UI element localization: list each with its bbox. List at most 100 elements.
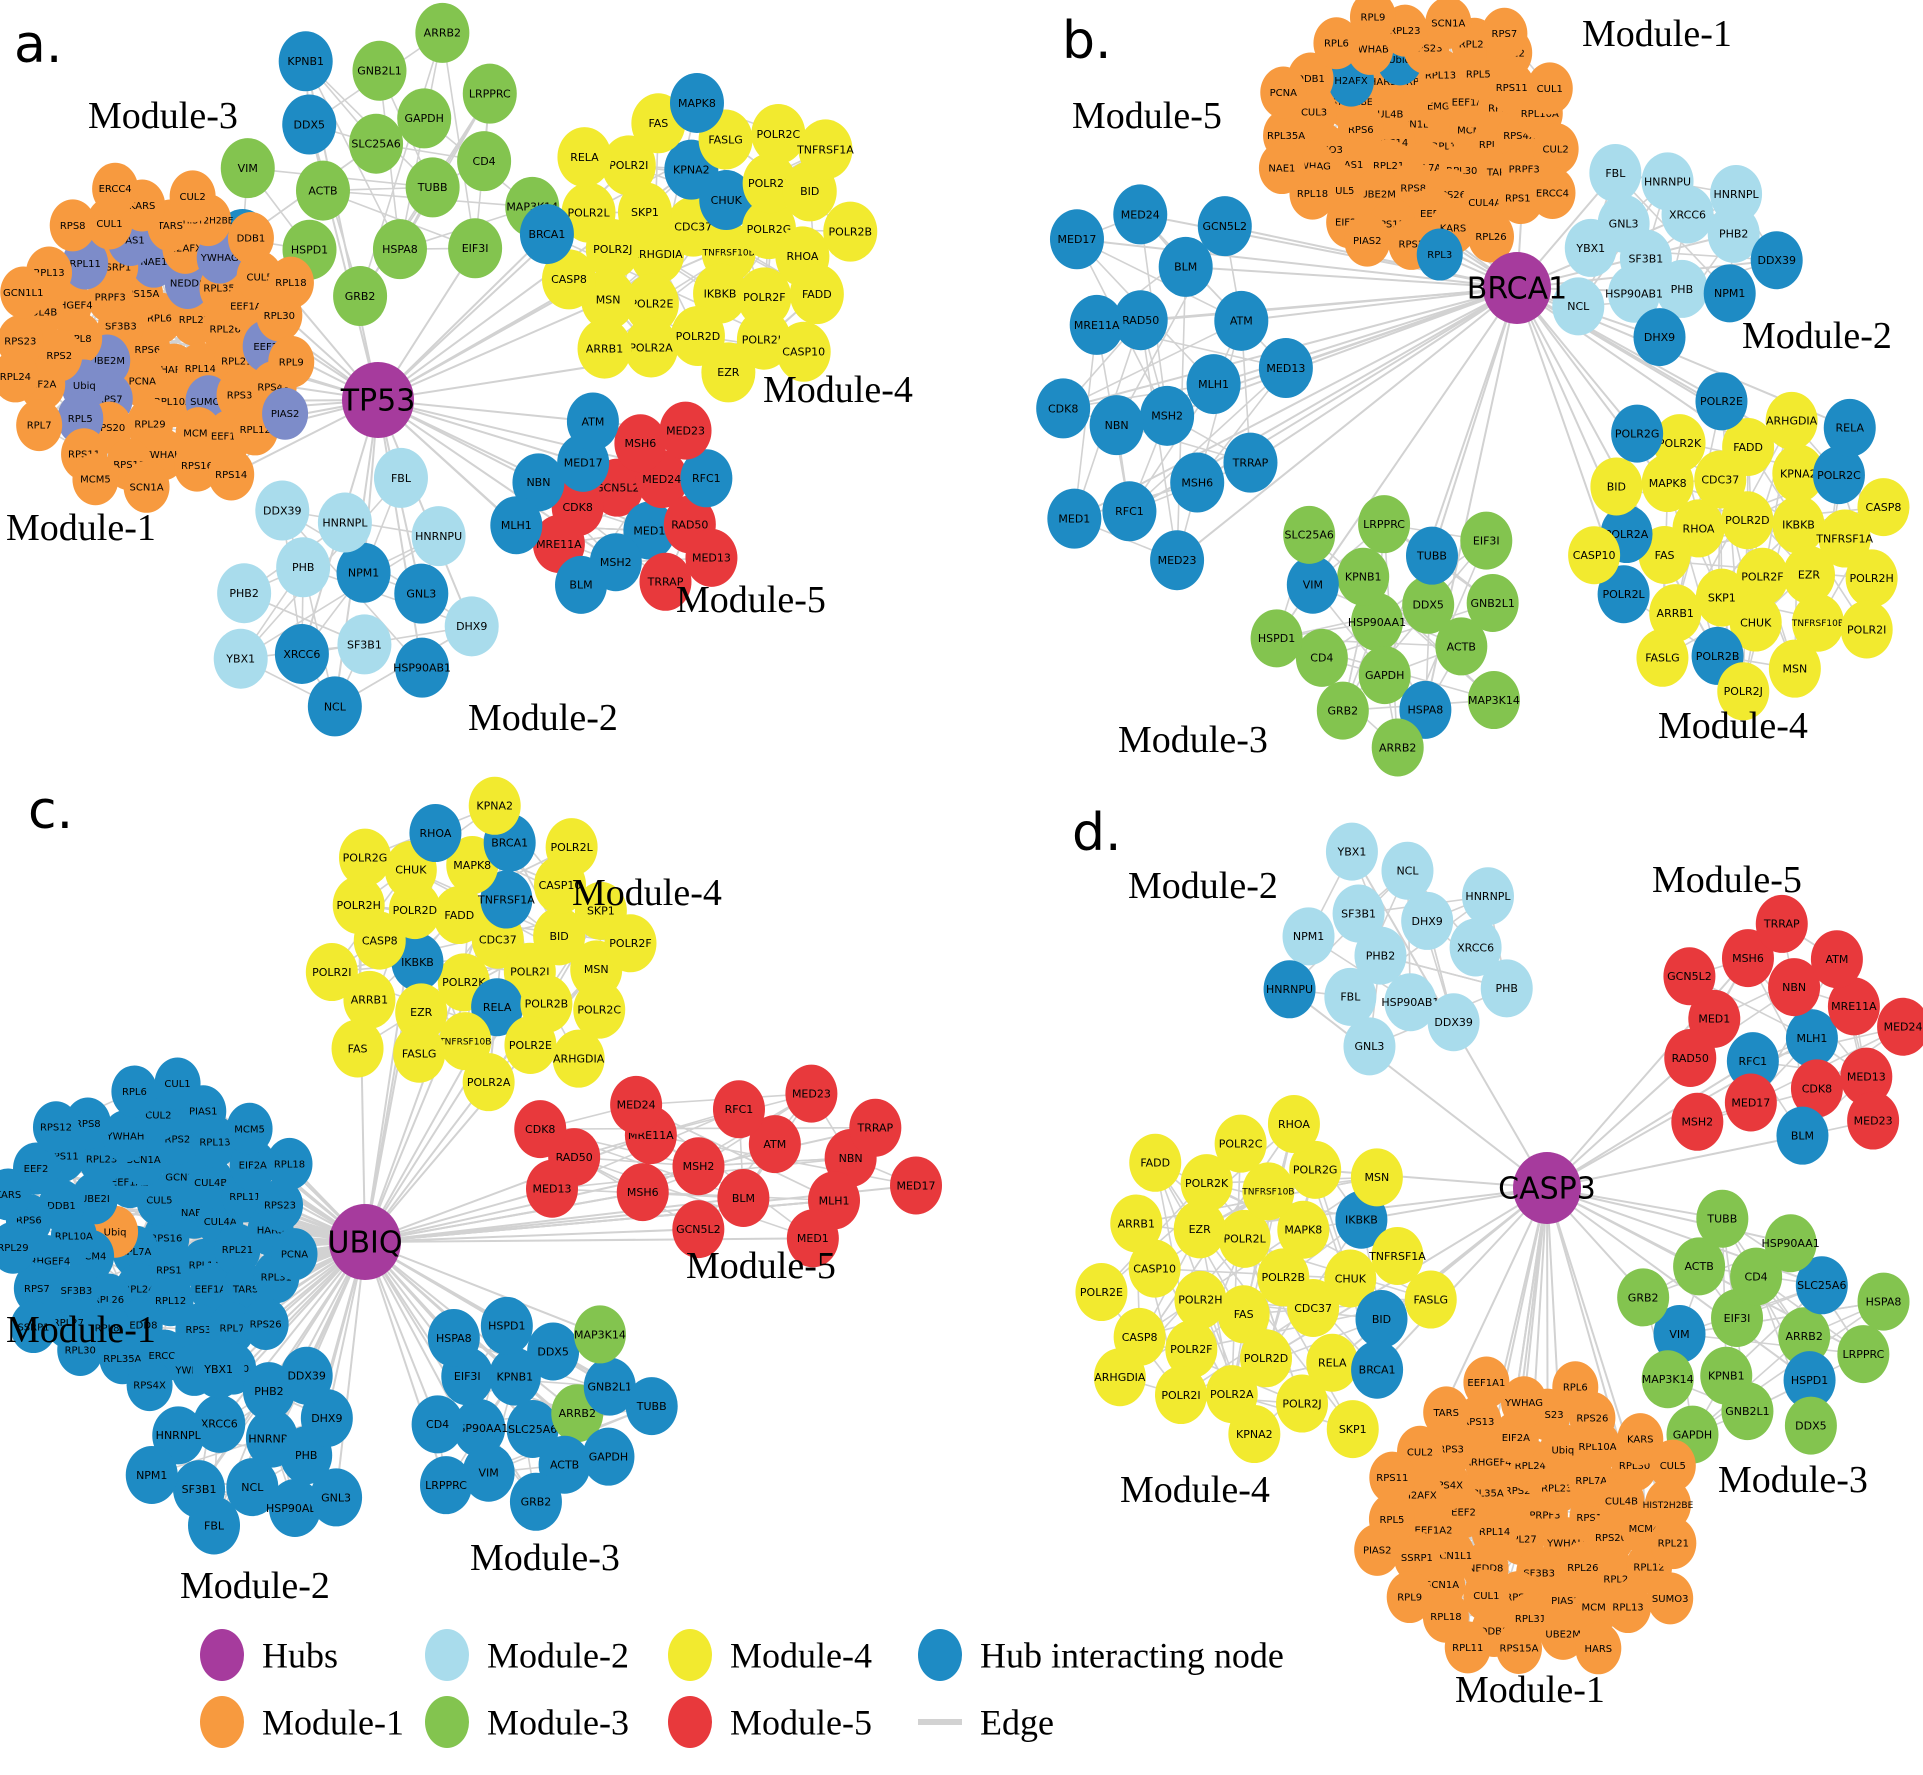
gene-node <box>295 160 350 221</box>
gene-node <box>1173 1200 1226 1259</box>
gene-node <box>415 2 470 63</box>
gene-node <box>1617 1268 1670 1327</box>
hub-label-ubiq: UBIQ <box>328 1226 403 1261</box>
module-label-d-module-1: Module-1 <box>1455 1669 1605 1711</box>
gene-node <box>154 1057 201 1110</box>
gene-node <box>573 980 626 1039</box>
hub-edge <box>1516 287 1722 403</box>
gene-node <box>395 983 448 1042</box>
legend-label-module-1: Module-1 <box>262 1703 404 1743</box>
panel-d-letter: d. <box>1072 803 1122 863</box>
hub-edge <box>335 1241 366 1498</box>
gene-node <box>685 528 738 587</box>
edge <box>1128 367 1287 512</box>
gene-node <box>616 1163 669 1222</box>
hub-edge <box>364 1191 643 1243</box>
hub-label-tp53: TP53 <box>340 384 416 419</box>
gene-node <box>1217 1285 1270 1344</box>
gene-node <box>1552 277 1605 336</box>
gene-node <box>1427 993 1480 1052</box>
gene-node <box>624 273 679 334</box>
gene-node <box>712 1080 765 1139</box>
gene-node <box>823 201 878 262</box>
gene-node <box>1655 259 1708 318</box>
gene-node <box>1069 294 1124 355</box>
panel-b-letter: b. <box>1062 11 1112 71</box>
gene-node <box>1461 867 1514 926</box>
hub-node-casp3 <box>1513 1152 1581 1224</box>
gene-node <box>1180 1154 1233 1213</box>
gene-node <box>789 264 844 325</box>
gene-node <box>411 1395 464 1454</box>
gene-node <box>188 1496 241 1555</box>
gene-node <box>1827 977 1880 1036</box>
gene-node <box>514 1100 567 1159</box>
gene-node <box>278 31 333 92</box>
gene-node <box>1351 1340 1404 1399</box>
gene-node <box>1423 1386 1470 1439</box>
gene-node <box>1371 1226 1424 1285</box>
gene-node <box>480 1296 533 1355</box>
edge <box>1321 602 1493 659</box>
gene-node <box>1703 264 1756 323</box>
panel-d: PHB2DHX9HSP90AB1SF3B1XRCC6FBLNCLDDX39NPM… <box>1072 803 1923 1711</box>
gene-node <box>1765 391 1818 450</box>
gene-node <box>457 131 512 192</box>
gene-node <box>488 1347 541 1406</box>
gene-node <box>1812 446 1865 505</box>
gene-node <box>601 135 656 196</box>
gene-node <box>1847 1091 1900 1150</box>
legend-swatch-module-4 <box>668 1629 712 1681</box>
gene-node <box>1355 1290 1408 1349</box>
gene-node <box>659 401 712 460</box>
gene-node <box>32 1101 79 1154</box>
hub-edge <box>1376 1187 1548 1371</box>
gene-node <box>545 818 598 877</box>
gene-node <box>1197 196 1252 257</box>
gene-node <box>462 1053 515 1112</box>
module-label-b-module-4: Module-4 <box>1658 705 1808 747</box>
gene-node <box>1782 545 1835 604</box>
gene-node <box>282 94 337 155</box>
module-label-b-module-2: Module-2 <box>1742 315 1892 357</box>
gene-node <box>1325 822 1378 881</box>
gene-node <box>1313 17 1360 70</box>
gene-node <box>604 914 657 973</box>
gene-node <box>624 317 679 378</box>
gene-node <box>343 970 396 1029</box>
hub-edge <box>1546 1187 1636 1466</box>
gene-node <box>1649 1439 1696 1492</box>
gene-node <box>1267 1095 1320 1154</box>
gene-node <box>453 1398 506 1457</box>
edge <box>1076 238 1242 322</box>
gene-node <box>1404 1270 1457 1329</box>
edge <box>1139 213 1287 369</box>
gene-node <box>1857 478 1910 537</box>
gene-node <box>317 492 372 553</box>
gene-node <box>226 1102 273 1155</box>
gene-node <box>1790 1059 1843 1118</box>
gene-node <box>1371 718 1424 777</box>
legend-label-edge: Edge <box>980 1703 1054 1743</box>
gene-node <box>1337 547 1390 606</box>
gene-node <box>1877 997 1923 1056</box>
gene-node <box>419 1456 472 1515</box>
gene-node <box>1170 452 1225 513</box>
gene-node <box>561 182 616 243</box>
gene-node <box>669 72 724 133</box>
gene-node <box>1306 1333 1359 1392</box>
gene-node <box>1726 1032 1779 1091</box>
gene-node <box>1129 1133 1182 1192</box>
gene-node <box>849 1098 902 1157</box>
gene-node <box>190 1262 237 1315</box>
module-label-d-module-3: Module-3 <box>1718 1459 1868 1501</box>
gene-node <box>1405 526 1458 585</box>
gene-node <box>680 449 733 508</box>
gene-node <box>262 387 309 440</box>
gene-node <box>1568 526 1621 585</box>
gene-node <box>1351 592 1404 651</box>
gene-node <box>1174 1270 1227 1329</box>
gene-node <box>625 1377 678 1436</box>
hub-edge <box>364 1196 744 1243</box>
